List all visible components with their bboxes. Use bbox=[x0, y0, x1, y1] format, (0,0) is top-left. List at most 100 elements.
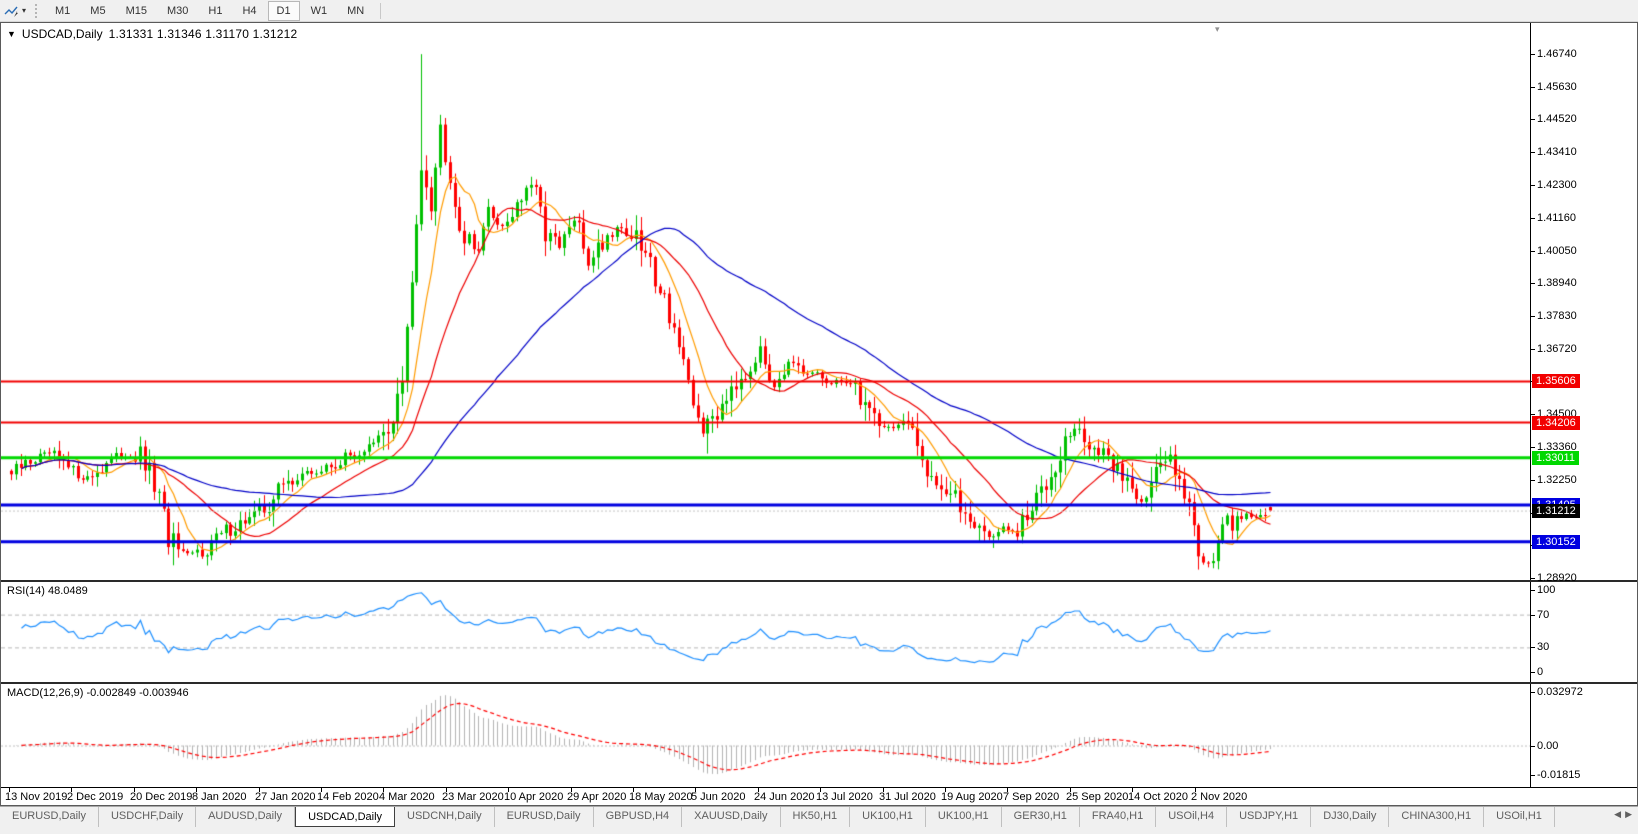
chart-tab[interactable]: USOil,H1 bbox=[1484, 807, 1555, 827]
axis-tick-mark bbox=[1531, 615, 1535, 616]
chart-tab[interactable]: XAUUSD,Daily bbox=[682, 807, 781, 827]
tab-scroll-left-button[interactable]: ◀ bbox=[1614, 809, 1622, 819]
date-label: 24 Jun 2020 bbox=[754, 791, 815, 803]
axis-tick-label: 100 bbox=[1537, 584, 1556, 596]
axis-tick-label: 1.32250 bbox=[1537, 474, 1577, 486]
date-tick-mark bbox=[695, 788, 696, 792]
axis-tick-mark bbox=[1531, 447, 1535, 448]
timeframe-button-w1[interactable]: W1 bbox=[310, 4, 328, 17]
timeframe-button-m15[interactable]: M15 bbox=[125, 4, 147, 17]
hline-price-tag: 1.30152 bbox=[1532, 535, 1580, 549]
chart-tab[interactable]: CHINA300,H1 bbox=[1389, 807, 1485, 827]
date-label: 14 Oct 2020 bbox=[1128, 791, 1188, 803]
axis-tick-mark bbox=[1531, 119, 1535, 120]
date-label: 18 May 2020 bbox=[629, 791, 693, 803]
timeframe-button-mn[interactable]: MN bbox=[347, 4, 365, 17]
chart-ohlc-values: 1.31331 1.31346 1.31170 1.31212 bbox=[108, 27, 298, 41]
axis-tick-label: -0.01815 bbox=[1537, 769, 1581, 781]
axis-tick-mark bbox=[1531, 185, 1535, 186]
date-tick-mark bbox=[196, 788, 197, 792]
date-label: 29 Apr 2020 bbox=[567, 791, 627, 803]
timeframe-button-m30[interactable]: M30 bbox=[166, 4, 189, 17]
timeframe-button-m5[interactable]: M5 bbox=[90, 4, 106, 17]
chart-tab[interactable]: AUDUSD,Daily bbox=[196, 807, 296, 827]
chart-tab[interactable]: EURUSD,Daily bbox=[495, 807, 594, 827]
tab-scroll-right-button[interactable]: ▶ bbox=[1625, 809, 1632, 819]
axis-tick-label: 30 bbox=[1537, 641, 1550, 653]
date-label: 20 Dec 2019 bbox=[130, 791, 193, 803]
date-label: 5 Jun 2020 bbox=[691, 791, 746, 803]
toolbar-grip bbox=[35, 3, 40, 18]
chart-tab[interactable]: FRA40,H1 bbox=[1080, 807, 1157, 827]
axis-tick-label: 1.33360 bbox=[1537, 441, 1577, 453]
chart-tab[interactable]: USDCAD,Daily bbox=[295, 807, 396, 827]
price-axis[interactable]: 1.46740 1.45630 1.44520 1.43410 1.42300 1.411… bbox=[1530, 23, 1637, 584]
chart-tab[interactable]: USDCNH,Daily bbox=[395, 807, 495, 827]
chart-tab[interactable]: USOil,H4 bbox=[1156, 807, 1228, 827]
chart-cursor-icon bbox=[4, 4, 20, 18]
date-label: 14 Feb 2020 bbox=[317, 791, 379, 803]
date-label: 13 Nov 2019 bbox=[5, 791, 68, 803]
chart-tab[interactable]: UK100,H1 bbox=[926, 807, 1002, 827]
axis-tick-mark bbox=[1531, 251, 1535, 252]
axis-tick-label: 70 bbox=[1537, 609, 1550, 621]
date-tick-mark bbox=[758, 788, 759, 792]
date-tick-mark bbox=[446, 788, 447, 792]
axis-tick-label: 0 bbox=[1537, 666, 1544, 678]
date-tick-mark bbox=[820, 788, 821, 792]
date-tick-mark bbox=[321, 788, 322, 792]
axis-tick-label: 1.37830 bbox=[1537, 310, 1577, 322]
chart-tab[interactable]: GER30,H1 bbox=[1002, 807, 1080, 827]
timeframe-button-d1[interactable]: D1 bbox=[267, 0, 300, 21]
date-tick-mark bbox=[9, 788, 10, 792]
rsi-canvas[interactable] bbox=[1, 582, 1530, 682]
axis-tick-mark bbox=[1531, 152, 1535, 153]
panel-divider[interactable] bbox=[1, 580, 1637, 582]
chart-tab[interactable]: GBPUSD,H4 bbox=[594, 807, 683, 827]
date-tick-mark bbox=[383, 788, 384, 792]
main-chart-canvas[interactable] bbox=[1, 23, 1530, 580]
price-chart-panel: ▼ USDCAD,Daily 1.31331 1.31346 1.31170 1… bbox=[1, 23, 1637, 584]
date-axis[interactable]: 13 Nov 2019 2 Dec 2019 20 Dec 2019 8 Jan 20… bbox=[1, 787, 1637, 805]
axis-tick-mark bbox=[1531, 647, 1535, 648]
chart-tool-button[interactable]: ▾ bbox=[0, 0, 30, 21]
axis-tick-mark bbox=[1531, 480, 1535, 481]
macd-axis[interactable]: 0.032972 0.00 -0.01815 bbox=[1530, 684, 1637, 787]
axis-tick-mark bbox=[1531, 672, 1535, 673]
axis-tick-mark bbox=[1531, 349, 1535, 350]
chart-tab[interactable]: USDCHF,Daily bbox=[99, 807, 197, 827]
chart-symbol-label: USDCAD,Daily bbox=[21, 27, 103, 41]
timeframe-button-h4[interactable]: H4 bbox=[242, 4, 257, 17]
collapse-triangle-icon[interactable]: ▼ bbox=[7, 29, 16, 39]
timeframe-button-m1[interactable]: M1 bbox=[55, 4, 71, 17]
chart-tab[interactable]: DJ30,Daily bbox=[1311, 807, 1390, 827]
timeframe-button-h1[interactable]: H1 bbox=[208, 4, 223, 17]
axis-tick-mark bbox=[1531, 692, 1535, 693]
axis-tick-label: 1.43410 bbox=[1537, 146, 1577, 158]
panel-divider[interactable] bbox=[1, 682, 1637, 684]
chart-tab[interactable]: EURUSD,Daily bbox=[0, 807, 99, 827]
chart-tab[interactable]: UK100,H1 bbox=[850, 807, 926, 827]
chart-tab-bar: EURUSD,Daily USDCHF,Daily AUDUSD,Daily USDC… bbox=[0, 806, 1638, 834]
chart-shift-marker[interactable]: ▾ bbox=[1215, 24, 1220, 34]
axis-tick-mark bbox=[1531, 746, 1535, 747]
axis-tick-label: 1.41160 bbox=[1537, 212, 1576, 224]
rsi-axis[interactable]: 100 70 30 0 bbox=[1530, 582, 1637, 682]
timeframe-toolbar: ▾ M1 M5 M15 M30 H1 H4 D1 W1 MN bbox=[0, 0, 1638, 22]
chart-tab[interactable]: USDJPY,H1 bbox=[1227, 807, 1312, 827]
rsi-panel: RSI(14) 48.0489 100 70 30 0 bbox=[1, 582, 1637, 682]
date-tick-mark bbox=[633, 788, 634, 792]
axis-tick-label: 1.42300 bbox=[1537, 179, 1577, 191]
axis-tick-mark bbox=[1531, 775, 1535, 776]
date-label: 25 Sep 2020 bbox=[1066, 791, 1129, 803]
date-tick-mark bbox=[1195, 788, 1196, 792]
axis-tick-label: 0.032972 bbox=[1537, 686, 1583, 698]
date-label: 23 Mar 2020 bbox=[442, 791, 504, 803]
axis-tick-label: 1.36720 bbox=[1537, 343, 1577, 355]
macd-panel: MACD(12,26,9) -0.002849 -0.003946 0.0329… bbox=[1, 684, 1637, 787]
axis-tick-mark bbox=[1531, 316, 1535, 317]
axis-tick-label: 1.40050 bbox=[1537, 245, 1577, 257]
macd-canvas[interactable] bbox=[1, 684, 1530, 787]
chart-tab[interactable]: HK50,H1 bbox=[781, 807, 851, 827]
